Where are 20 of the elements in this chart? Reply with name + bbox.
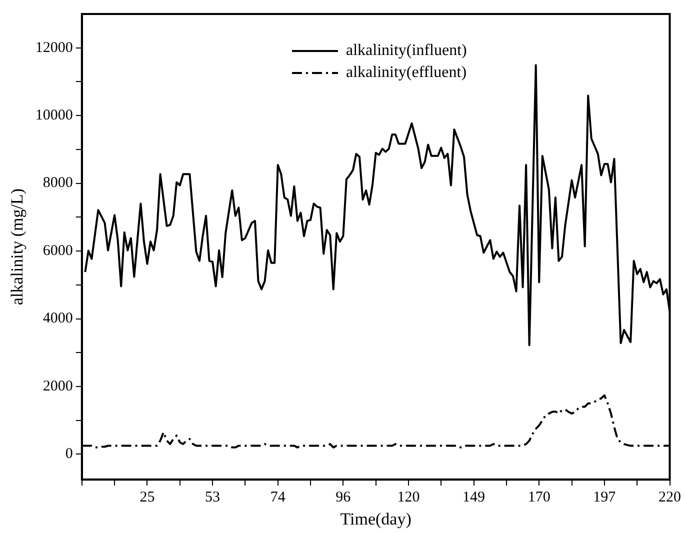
x-tick-label: 120 (397, 490, 420, 506)
y-tick-label: 6000 (42, 242, 73, 259)
x-tick-label: 197 (593, 490, 616, 506)
x-tick-label: 170 (528, 490, 550, 506)
y-axis-title: alkalinity (mg/L) (8, 188, 27, 306)
y-tick-label: 2000 (42, 378, 73, 394)
y-tick-label: 8000 (42, 175, 73, 192)
x-tick-label: 53 (205, 490, 220, 506)
y-tick-label: 10000 (35, 108, 73, 124)
x-tick-label: 220 (658, 490, 681, 506)
legend-label: alkalinity(influent) (346, 41, 467, 61)
legend-label: alkalinity(effluent) (346, 63, 467, 83)
y-tick-label: 4000 (42, 310, 73, 327)
x-tick-label: 25 (140, 490, 155, 506)
x-tick-label: 96 (336, 490, 352, 506)
y-tick-label: 0 (65, 446, 73, 462)
y-tick-label: 12000 (35, 40, 73, 56)
x-axis-title: Time(day) (340, 509, 412, 528)
x-tick-label: 74 (270, 490, 286, 506)
x-tick-label: 149 (462, 490, 486, 506)
